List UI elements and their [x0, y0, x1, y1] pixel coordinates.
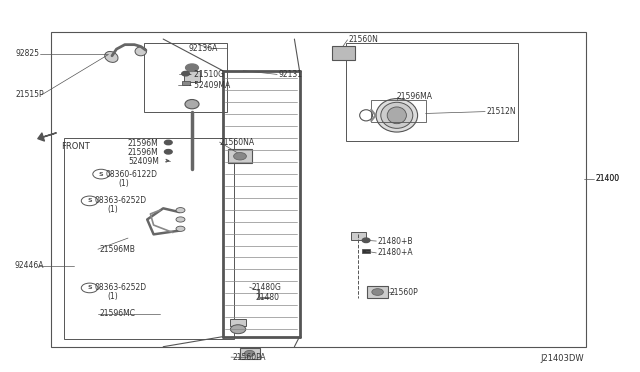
Bar [346, 43, 518, 141]
Ellipse shape [105, 51, 118, 62]
Bar [371, 100, 426, 122]
Text: 92131: 92131 [278, 70, 302, 79]
Text: 08363-6252D: 08363-6252D [95, 196, 147, 205]
Circle shape [164, 140, 172, 145]
Ellipse shape [135, 47, 147, 56]
Circle shape [164, 150, 172, 154]
Text: S: S [99, 171, 104, 177]
Text: 21560PA: 21560PA [233, 353, 266, 362]
Text: 92825: 92825 [15, 49, 40, 58]
Circle shape [186, 64, 198, 71]
Bar [332, 46, 355, 60]
Bar [64, 138, 234, 339]
Text: 21512N: 21512N [486, 107, 516, 116]
Ellipse shape [376, 99, 418, 132]
Text: 21560P: 21560P [389, 288, 418, 296]
Text: FRONT: FRONT [61, 142, 90, 151]
Circle shape [93, 169, 109, 179]
Text: 21596M: 21596M [128, 148, 159, 157]
Text: 21480+B: 21480+B [378, 237, 413, 246]
Text: J21403DW: J21403DW [541, 355, 584, 363]
Text: 21480+A: 21480+A [378, 248, 413, 257]
Circle shape [372, 289, 383, 295]
Text: 92136A: 92136A [189, 44, 218, 53]
Bar [144, 43, 227, 112]
FancyArrowPatch shape [166, 159, 169, 162]
Circle shape [230, 325, 246, 334]
Bar [184, 71, 200, 82]
Text: 21560NA: 21560NA [220, 138, 255, 147]
Text: 08360-6122D: 08360-6122D [106, 170, 157, 179]
Text: 21596MB: 21596MB [99, 245, 135, 254]
Circle shape [176, 217, 185, 222]
Text: 21596MA: 21596MA [397, 92, 433, 101]
Circle shape [182, 71, 189, 76]
Text: 21596M: 21596M [128, 139, 159, 148]
Text: (1): (1) [118, 179, 129, 187]
Ellipse shape [387, 107, 406, 124]
Text: (1): (1) [108, 292, 118, 301]
Text: (1): (1) [108, 205, 118, 214]
FancyArrowPatch shape [38, 133, 56, 141]
Text: 21400: 21400 [595, 174, 620, 183]
Circle shape [176, 226, 185, 231]
Circle shape [176, 208, 185, 213]
Text: 52409M: 52409M [128, 157, 159, 166]
Ellipse shape [381, 102, 413, 128]
Text: 21480G: 21480G [252, 283, 282, 292]
Ellipse shape [185, 100, 199, 109]
Text: 08363-6252D: 08363-6252D [95, 283, 147, 292]
Bar [230, 319, 246, 326]
Text: 21515P: 21515P [15, 90, 44, 99]
Bar [351, 232, 366, 240]
Text: - 52409MA: - 52409MA [189, 81, 230, 90]
Text: 92446A: 92446A [14, 262, 44, 270]
Bar [182, 81, 190, 85]
Text: S: S [87, 198, 92, 203]
Circle shape [81, 196, 98, 206]
Bar [51, 32, 586, 347]
Circle shape [362, 238, 370, 243]
Circle shape [234, 153, 246, 160]
Text: S: S [87, 285, 92, 291]
Text: 21560N: 21560N [349, 35, 379, 44]
Circle shape [244, 350, 255, 356]
Text: - 21510G: - 21510G [189, 70, 224, 79]
Text: 21596MC: 21596MC [99, 309, 135, 318]
Text: 21400: 21400 [595, 174, 620, 183]
Circle shape [81, 283, 98, 293]
Text: 21480: 21480 [256, 293, 280, 302]
